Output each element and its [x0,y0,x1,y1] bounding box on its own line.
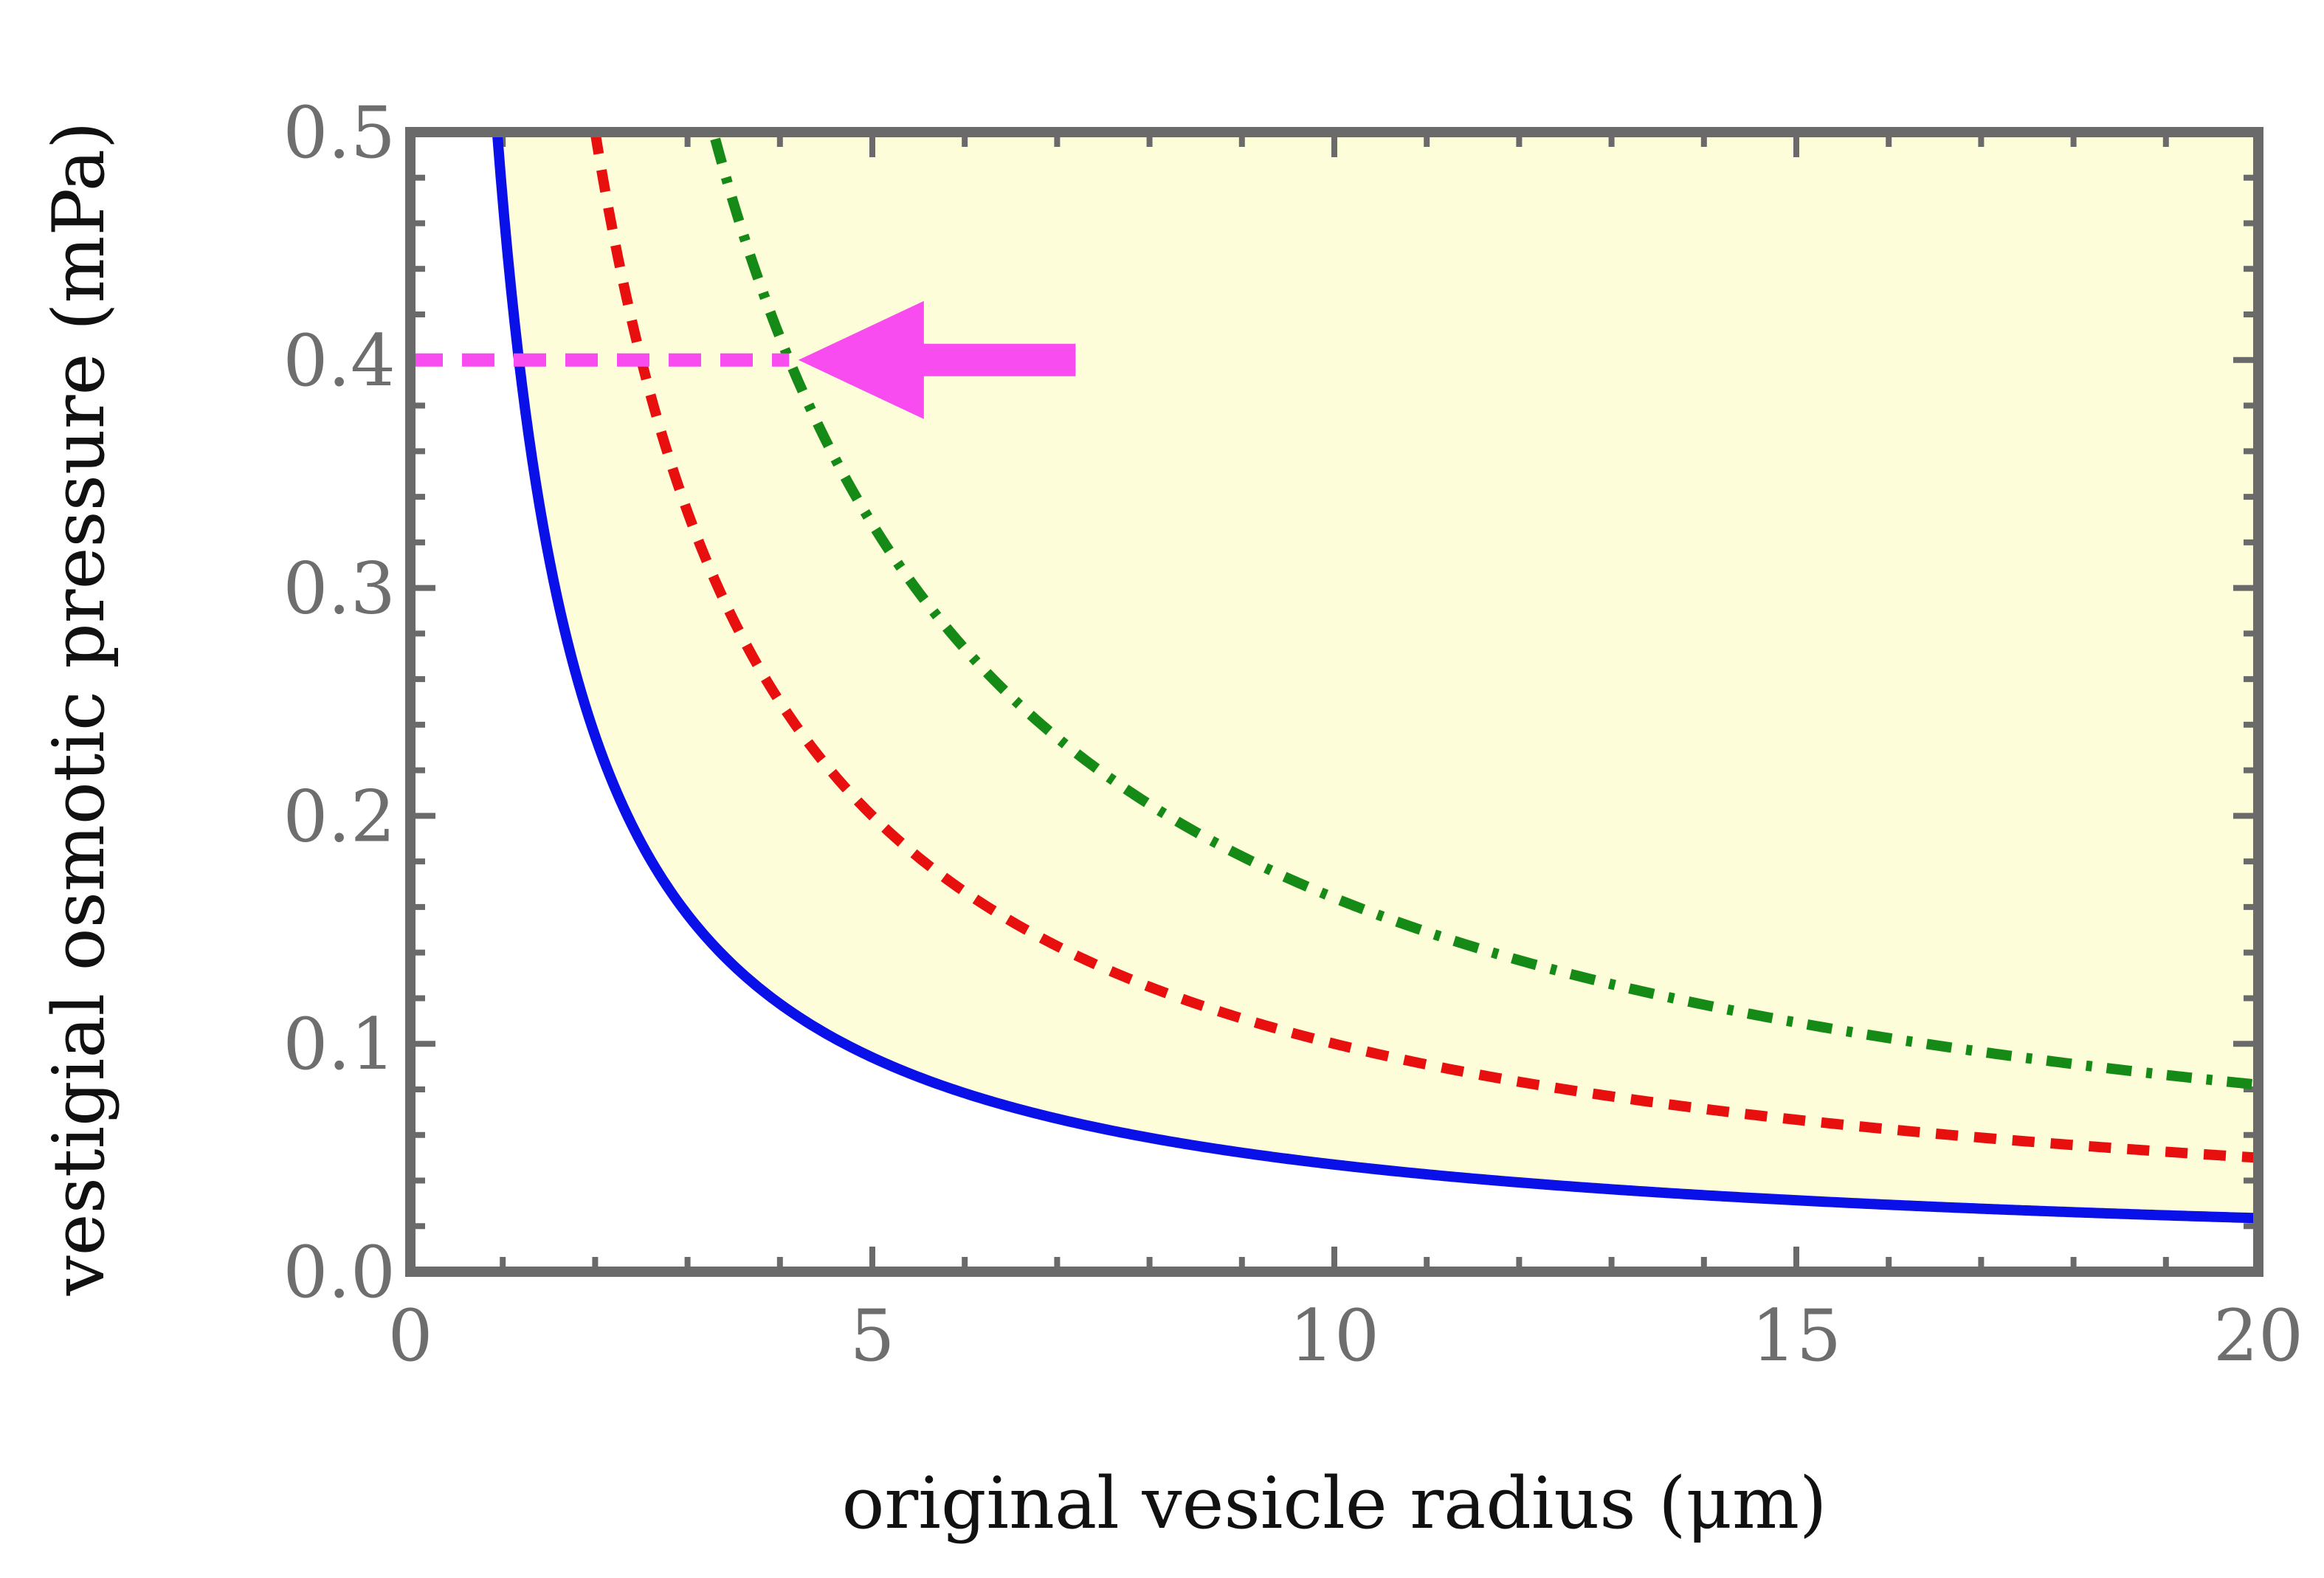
x-tick-label: 20 [2213,1295,2303,1377]
series-line-dash-dot [710,137,2258,1090]
y-tick-label: 0.5 [283,92,396,174]
shaded-region [497,132,2258,1219]
x-tick-label: 10 [1289,1295,1379,1377]
series-group [492,132,2258,1224]
series-line-solid [492,132,2258,1224]
x-tick-label: 0 [387,1295,432,1377]
y-axis-title: vestigial osmotic pressure (mPa) [38,122,120,1297]
shaded-area [497,132,2258,1219]
annotation-group [410,300,1076,419]
x-axis-title: original vesicle radius (μm) [842,1462,1827,1545]
plot-frame [405,127,2263,1277]
series-line-dashed [590,132,2258,1163]
x-tick-label: 5 [849,1295,894,1377]
y-tick-label: 0.3 [283,548,396,630]
y-tick-label: 0.1 [283,1003,396,1086]
x-tick-label: 15 [1751,1295,1841,1377]
y-tick-label: 0.2 [283,775,396,858]
y-tick-label: 0.4 [283,320,396,402]
tick-labels: 0 5 10 15 20 0.0 0.1 0.2 0.3 0.4 0.5 [283,92,2303,1377]
y-tick-label: 0.0 [283,1231,396,1314]
annotation-arrow [798,300,1076,419]
